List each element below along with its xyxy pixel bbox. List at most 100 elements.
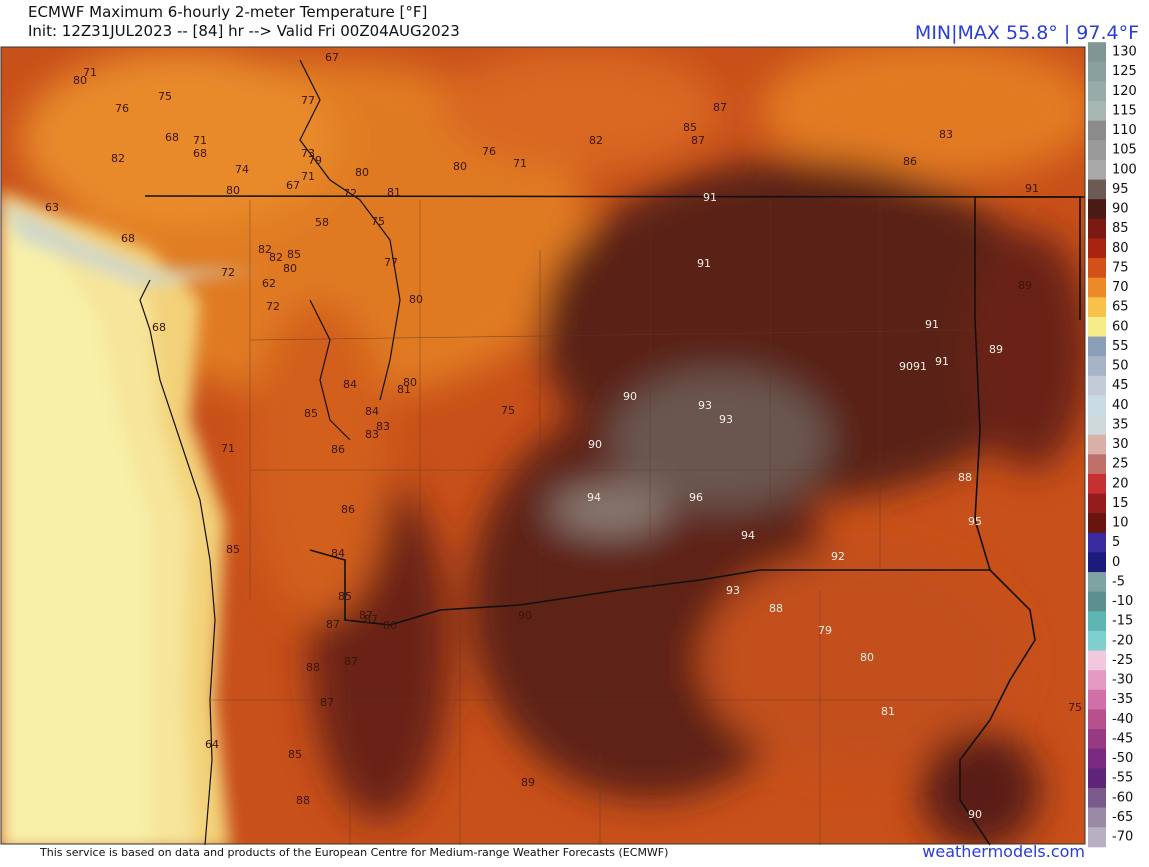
temperature-field bbox=[1, 47, 1085, 844]
temperature-label: 64 bbox=[205, 738, 219, 751]
temperature-label: 83 bbox=[376, 420, 390, 433]
temperature-label: 96 bbox=[689, 491, 703, 504]
temperature-label: 79 bbox=[308, 154, 322, 167]
colorbar-swatch bbox=[1088, 218, 1106, 239]
temperature-label: 93 bbox=[719, 413, 733, 426]
colorbar-label: 65 bbox=[1112, 300, 1129, 315]
colorbar-label: -65 bbox=[1112, 810, 1133, 825]
min-max: MIN|MAX 55.8° | 97.4°F bbox=[914, 22, 1139, 44]
temperature-label: 92 bbox=[831, 550, 845, 563]
colorbar-swatch bbox=[1088, 356, 1106, 377]
colorbar-label: -50 bbox=[1112, 751, 1133, 766]
temperature-label: 81 bbox=[397, 383, 411, 396]
temperature-label: 75 bbox=[371, 215, 385, 228]
colorbar-swatch bbox=[1088, 179, 1106, 200]
colorbar-label: -45 bbox=[1112, 731, 1133, 746]
colorbar-label: 95 bbox=[1112, 182, 1129, 197]
temperature-label: 84 bbox=[365, 405, 379, 418]
colorbar-label: 60 bbox=[1112, 319, 1129, 334]
temperature-label: 87 bbox=[320, 696, 334, 709]
temperature-label: 88 bbox=[306, 661, 320, 674]
temperature-label: 81 bbox=[387, 186, 401, 199]
temperature-label: 93 bbox=[726, 584, 740, 597]
colorbar-swatch bbox=[1088, 513, 1106, 534]
colorbar-label: 25 bbox=[1112, 457, 1129, 472]
temperature-label: 83 bbox=[365, 428, 379, 441]
colorbar-swatch bbox=[1088, 454, 1106, 475]
temperature-label: 87 bbox=[691, 134, 705, 147]
temperature-label: 82 bbox=[258, 243, 272, 256]
site-link: weathermodels.com bbox=[922, 842, 1085, 861]
colorbar-label: 115 bbox=[1112, 103, 1137, 118]
colorbar-swatch bbox=[1088, 258, 1106, 279]
colorbar-swatch bbox=[1088, 532, 1106, 553]
colorbar-label: -60 bbox=[1112, 790, 1133, 805]
temperature-label: 90 bbox=[623, 390, 637, 403]
colorbar-label: 5 bbox=[1112, 535, 1120, 550]
colorbar: 1301251201151101051009590858075706560555… bbox=[1088, 42, 1137, 848]
colorbar-swatch bbox=[1088, 395, 1106, 416]
temperature-label: 84 bbox=[331, 547, 345, 560]
colorbar-label: 20 bbox=[1112, 476, 1129, 491]
colorbar-swatch bbox=[1088, 336, 1106, 357]
colorbar-label: 50 bbox=[1112, 359, 1129, 374]
temperature-label: 95 bbox=[968, 515, 982, 528]
colorbar-swatch bbox=[1088, 434, 1106, 455]
temperature-label: 75 bbox=[1068, 701, 1082, 714]
temperature-label: 80 bbox=[453, 160, 467, 173]
temperature-label: 86 bbox=[331, 443, 345, 456]
temperature-label: 72 bbox=[266, 300, 280, 313]
temperature-label: 80 bbox=[73, 74, 87, 87]
temperature-label: 88 bbox=[958, 471, 972, 484]
map-title: ECMWF Maximum 6-hourly 2-meter Temperatu… bbox=[28, 3, 428, 21]
colorbar-swatch bbox=[1088, 650, 1106, 671]
map-frame bbox=[0, 46, 1086, 845]
colorbar-label: 0 bbox=[1112, 555, 1120, 570]
temperature-label: 85 bbox=[338, 590, 352, 603]
colorbar-label: 10 bbox=[1112, 516, 1129, 531]
temperature-label: 85 bbox=[304, 407, 318, 420]
colorbar-label: -10 bbox=[1112, 594, 1133, 609]
temperature-label: 68 bbox=[165, 131, 179, 144]
temperature-label: 80 bbox=[226, 184, 240, 197]
temperature-label: 89 bbox=[521, 776, 535, 789]
temperature-label: 91 bbox=[1025, 182, 1039, 195]
colorbar-label: 15 bbox=[1112, 496, 1129, 511]
temperature-label: 85 bbox=[683, 121, 697, 134]
temperature-label: 81 bbox=[881, 705, 895, 718]
colorbar-swatch bbox=[1088, 159, 1106, 181]
temperature-label: 85 bbox=[226, 543, 240, 556]
colorbar-swatch bbox=[1088, 140, 1106, 161]
temperature-label: 86 bbox=[383, 619, 397, 632]
temperature-label: 63 bbox=[45, 201, 59, 214]
colorbar-swatch bbox=[1088, 689, 1106, 710]
colorbar-label: 75 bbox=[1112, 260, 1129, 275]
temperature-label: 91 bbox=[697, 257, 711, 270]
colorbar-label: 35 bbox=[1112, 417, 1129, 432]
temperature-label: 90 bbox=[518, 609, 532, 622]
colorbar-swatch bbox=[1088, 729, 1106, 750]
colorbar-swatch bbox=[1088, 768, 1106, 789]
colorbar-label: -35 bbox=[1112, 692, 1133, 707]
temperature-label: 76 bbox=[482, 145, 496, 158]
colorbar-label: -55 bbox=[1112, 771, 1133, 786]
temperature-label: 91 bbox=[703, 191, 717, 204]
colorbar-swatch bbox=[1088, 709, 1106, 730]
temperature-label: 71 bbox=[221, 442, 235, 455]
temperature-label: 91 bbox=[935, 355, 949, 368]
colorbar-swatch bbox=[1088, 316, 1106, 338]
temperature-label: 75 bbox=[501, 404, 515, 417]
temperature-label: 71 bbox=[193, 134, 207, 147]
colorbar-label: 120 bbox=[1112, 84, 1137, 99]
init-line: Init: 12Z31JUL2023 -- [84] hr --> Valid … bbox=[28, 22, 460, 40]
temperature-label: 9091 bbox=[899, 360, 927, 373]
temperature-label: 89 bbox=[989, 343, 1003, 356]
temperature-label: 86 bbox=[341, 503, 355, 516]
temperature-label: 80 bbox=[409, 293, 423, 306]
colorbar-label: 125 bbox=[1112, 64, 1137, 79]
colorbar-label: 110 bbox=[1112, 123, 1137, 138]
temperature-label: 68 bbox=[193, 147, 207, 160]
colorbar-swatch bbox=[1088, 493, 1106, 514]
